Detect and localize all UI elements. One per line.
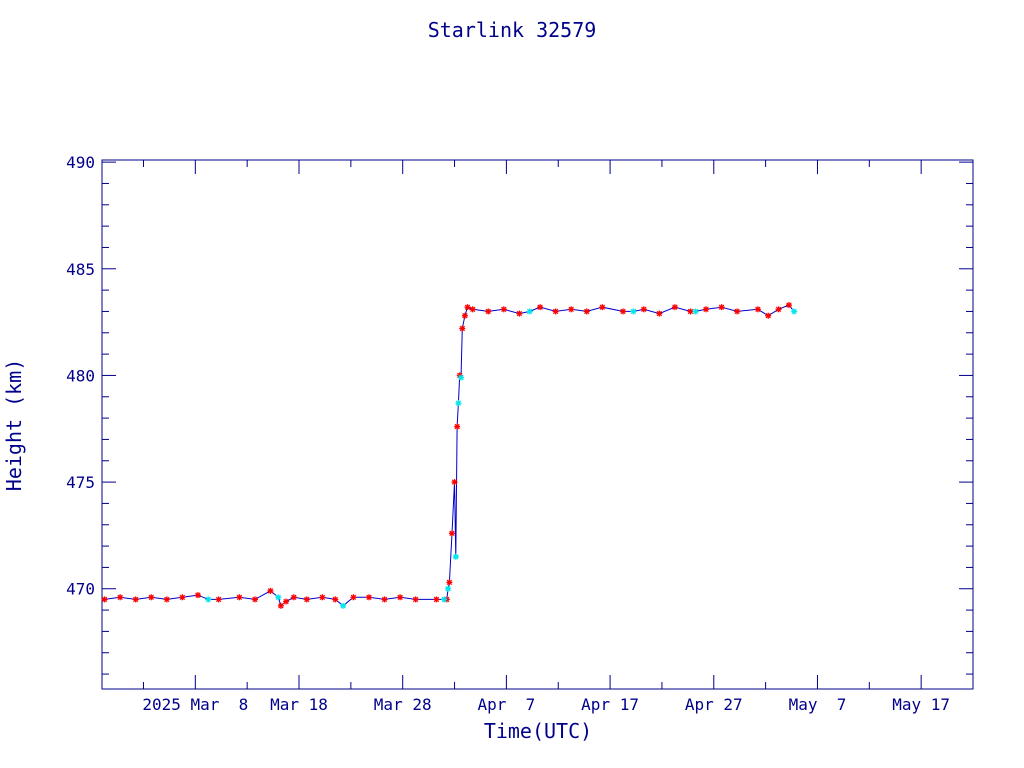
data-point xyxy=(552,308,559,315)
x-tick-label: Apr 7 xyxy=(477,695,535,714)
data-point xyxy=(452,553,459,560)
data-point xyxy=(319,594,326,601)
y-axis-label: Height (km) xyxy=(2,359,26,491)
chart-title: Starlink 32579 xyxy=(428,18,597,42)
data-point xyxy=(620,308,627,315)
y-tick-label: 470 xyxy=(66,580,95,599)
x-tick-label: 2025 Mar 8 xyxy=(142,695,248,714)
data-point xyxy=(500,306,507,313)
data-point xyxy=(451,479,458,486)
data-point xyxy=(455,400,462,407)
data-point xyxy=(448,530,455,537)
data-point xyxy=(692,308,699,315)
data-point xyxy=(148,594,155,601)
data-point xyxy=(687,308,694,315)
x-tick-label: Mar 18 xyxy=(270,695,328,714)
data-point xyxy=(340,602,347,609)
data-point xyxy=(366,594,373,601)
data-point xyxy=(277,602,284,609)
data-point xyxy=(718,304,725,311)
x-tick-label: May 7 xyxy=(789,695,847,714)
y-tick-label: 480 xyxy=(66,366,95,385)
data-point xyxy=(179,594,186,601)
data-point xyxy=(236,594,243,601)
x-axis-tick-labels: 2025 Mar 8 Mar 18 Mar 28 Apr 7 Apr 17 Apr 27 M… xyxy=(142,695,950,714)
data-point xyxy=(283,598,290,605)
data-point xyxy=(599,304,606,311)
data-point xyxy=(765,312,772,319)
data-point xyxy=(445,585,452,592)
x-axis-ticks xyxy=(142,160,974,689)
data-point xyxy=(267,587,274,594)
data-point xyxy=(163,596,170,603)
data-point xyxy=(640,306,647,313)
data-point xyxy=(734,308,741,315)
data-point xyxy=(630,308,637,315)
data-point xyxy=(791,308,798,315)
data-point xyxy=(215,596,222,603)
series-lines xyxy=(104,304,795,607)
data-point xyxy=(671,304,678,311)
x-tick-label: May 17 xyxy=(892,695,950,714)
x-tick-label: Apr 17 xyxy=(581,695,639,714)
y-tick-label: 490 xyxy=(66,153,95,172)
data-point xyxy=(381,596,388,603)
data-point xyxy=(464,304,471,311)
data-point xyxy=(275,594,282,601)
data-point xyxy=(446,579,453,586)
data-point xyxy=(454,423,461,430)
data-point xyxy=(433,596,440,603)
data-point xyxy=(251,596,258,603)
data-point xyxy=(568,306,575,313)
data-point xyxy=(785,302,792,309)
x-axis-label: Time(UTC) xyxy=(484,719,592,743)
data-point xyxy=(469,306,476,313)
y-tick-label: 475 xyxy=(66,473,95,492)
data-point xyxy=(194,592,201,599)
data-point xyxy=(412,596,419,603)
data-point xyxy=(537,304,544,311)
data-point xyxy=(350,594,357,601)
y-tick-label: 485 xyxy=(66,260,95,279)
data-point xyxy=(441,596,448,603)
data-point xyxy=(754,306,761,313)
data-point xyxy=(397,594,404,601)
data-point xyxy=(458,374,465,381)
data-point xyxy=(461,312,468,319)
data-point xyxy=(485,308,492,315)
series-line xyxy=(104,304,795,607)
data-point xyxy=(459,325,466,332)
data-point xyxy=(332,596,339,603)
x-tick-label: Apr 27 xyxy=(685,695,743,714)
data-point xyxy=(775,306,782,313)
x-tick-label: Mar 28 xyxy=(374,695,432,714)
data-point xyxy=(290,594,297,601)
y-axis-tick-labels: 470 475 480 485 490 xyxy=(66,153,95,599)
data-point xyxy=(583,308,590,315)
data-point xyxy=(526,308,533,315)
data-point xyxy=(205,596,212,603)
plot-frame xyxy=(101,159,974,690)
data-point xyxy=(516,310,523,317)
data-point xyxy=(101,596,108,603)
y-axis-ticks xyxy=(102,161,973,675)
data-point xyxy=(132,596,139,603)
data-point xyxy=(656,310,663,317)
data-point xyxy=(702,306,709,313)
data-point xyxy=(303,596,310,603)
series-markers xyxy=(101,302,798,609)
data-point xyxy=(117,594,124,601)
